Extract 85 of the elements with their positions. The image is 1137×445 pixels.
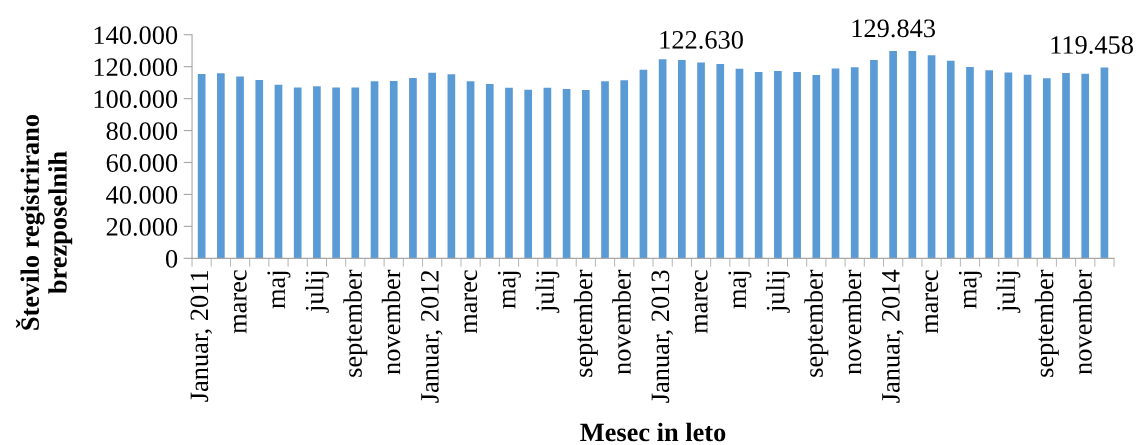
bar [428,72,436,259]
x-tick-label: Januar, 2011 [190,271,213,402]
bar [370,81,379,259]
bar [620,80,629,259]
bar [485,84,494,259]
bar [524,89,533,259]
x-tick-label: julij [304,271,329,313]
bar [908,51,917,259]
bar [831,68,840,259]
bar [332,87,340,259]
bar [985,70,994,259]
bar [1081,73,1090,259]
x-tick-label: maj [497,271,521,309]
bar [505,87,513,259]
bar [716,63,725,259]
y-tick-label: 60.000 [106,154,178,173]
y-axis-title: Število registrirano brezposelnih [15,114,73,330]
bar [697,62,705,259]
bar [889,50,897,259]
bar [812,74,821,259]
data-label: 129.843 [852,19,935,38]
bar [793,72,801,259]
bar [658,59,667,259]
y-tick-label: 20.000 [106,217,178,236]
bar [389,81,398,259]
bar [927,55,936,259]
bar [1023,74,1032,259]
bar [562,89,571,259]
x-tick-label: november [842,269,862,375]
x-tick-label: maj [958,271,982,309]
bar [293,87,302,259]
bar [409,77,417,259]
x-tick-label: november [381,269,401,375]
x-tick-label: marec [925,270,939,334]
x-tick-label: september [1034,269,1059,377]
data-label: 122.630 [660,30,743,49]
x-tick-label: maj [267,271,291,309]
x-tick-label: september [343,269,368,377]
y-tick-label: 80.000 [106,122,178,141]
bar [313,86,321,259]
y-tick-label: 40.000 [106,186,178,204]
bar [735,68,744,259]
data-label: 119.458 [1051,36,1133,54]
bar [601,81,609,259]
x-tick-label: marec [233,270,247,334]
bar [351,87,360,259]
x-tick-label: september [804,269,829,377]
bar [850,67,859,259]
x-tick-label: Januar, 2013 [651,270,674,403]
bar [1042,78,1051,259]
bar [678,59,686,259]
x-tick-label: november [612,269,631,375]
bar [197,74,206,259]
bar [946,60,955,259]
bar [639,69,648,259]
bar [543,87,552,259]
x-tick-label: Januar, 2012 [420,270,443,403]
bar [870,59,878,259]
bar [1062,73,1070,259]
x-tick-label: maj [728,271,752,309]
bar [966,66,974,259]
bar [1100,67,1109,259]
x-tick-label: julij [996,271,1021,313]
bar [774,70,782,259]
x-tick-label: september [573,269,598,377]
x-tick-label: Januar, 2014 [881,269,904,403]
x-tick-label: julij [765,271,790,313]
bar [236,76,244,259]
bar [1004,72,1013,259]
x-tick-label: november [1073,269,1092,375]
bar [255,80,264,259]
bar [217,73,225,259]
x-tick-label: julij [535,271,560,313]
bar [447,74,456,259]
x-tick-label: marec [464,270,478,334]
x-axis-title: Mesec in leto [580,422,726,442]
bar [581,89,590,259]
y-tick-label: 140.000 [94,26,178,45]
y-tick-label: 100.000 [94,90,178,109]
bar [754,72,763,259]
y-tick-label: 0 [165,249,178,268]
bar [274,84,283,259]
bar [466,81,475,259]
y-tick-label: 120.000 [94,58,178,77]
x-tick-label: marec [694,270,708,334]
